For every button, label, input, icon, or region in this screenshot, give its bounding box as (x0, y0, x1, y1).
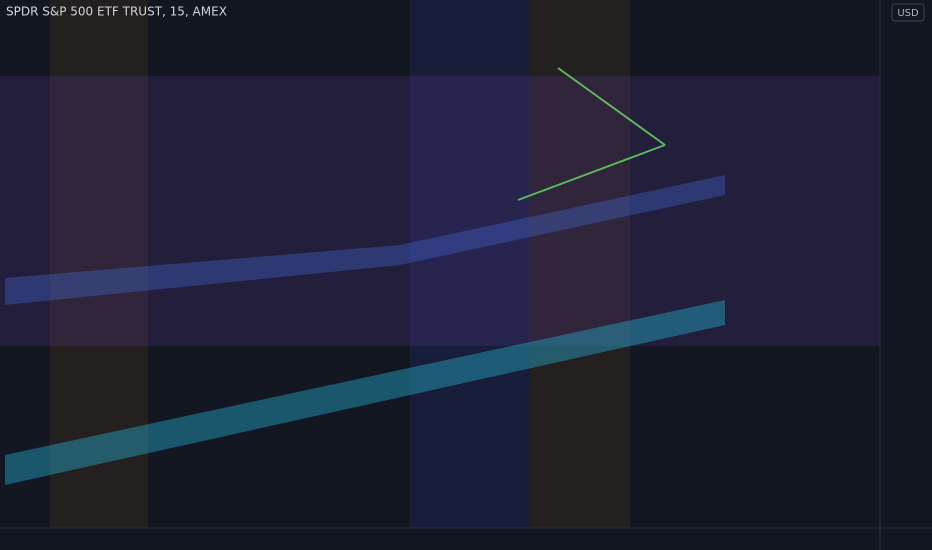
trend-line (557, 67, 666, 146)
currency-box (891, 3, 925, 22)
ribbon-band (5, 300, 725, 485)
session-shade (410, 0, 530, 528)
zone-shade (0, 76, 880, 346)
chart-title: SPDR S&P 500 ETF TRUST, 15, AMEX (6, 5, 227, 19)
session-shade (50, 0, 148, 528)
session-shade (530, 0, 630, 528)
currency: USD (897, 8, 919, 19)
trend-line (517, 144, 666, 201)
ribbon-band (5, 175, 725, 305)
